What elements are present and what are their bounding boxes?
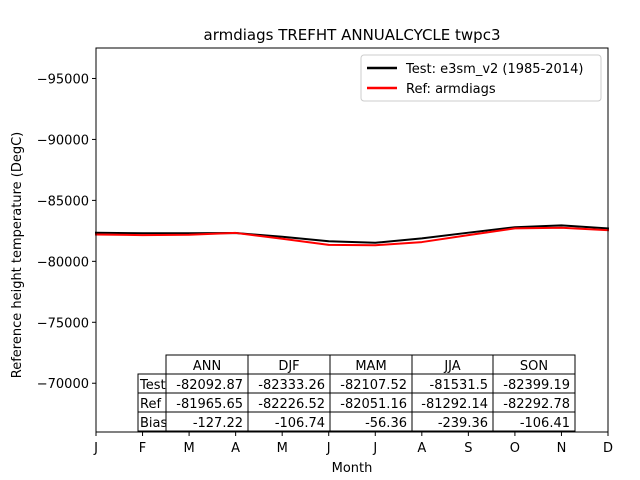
y-tick-label: −85000 bbox=[37, 194, 89, 209]
table-cell: -82399.19 bbox=[503, 378, 570, 393]
y-axis-label: Reference height temperature (DegC) bbox=[10, 132, 25, 379]
x-tick-label: S bbox=[464, 441, 472, 456]
x-tick-label: F bbox=[139, 441, 146, 456]
x-tick-label: J bbox=[372, 441, 377, 456]
table-cell: -82226.52 bbox=[258, 397, 325, 412]
y-tick-label: −70000 bbox=[37, 377, 89, 392]
x-tick-label: J bbox=[93, 441, 98, 456]
x-tick-label: N bbox=[557, 441, 567, 456]
table-row-label: Bias bbox=[140, 416, 167, 431]
x-tick-label: J bbox=[326, 441, 331, 456]
y-tick-label: −80000 bbox=[37, 255, 89, 270]
x-tick-label: O bbox=[510, 441, 520, 456]
x-tick-label: A bbox=[417, 441, 426, 456]
table-cell: -106.74 bbox=[275, 416, 325, 431]
table-cell: -82092.87 bbox=[176, 378, 243, 393]
legend-box bbox=[360, 54, 602, 102]
y-tick-label: −75000 bbox=[37, 316, 89, 331]
table-cell: -127.22 bbox=[193, 416, 243, 431]
table-cell: -82292.78 bbox=[503, 397, 570, 412]
series-lines bbox=[94, 224, 610, 247]
series-line-ref bbox=[94, 226, 610, 247]
table-header-cell: DJF bbox=[278, 359, 299, 374]
table-header-cell: SON bbox=[520, 359, 548, 374]
y-tick-label: −95000 bbox=[37, 72, 89, 87]
table-cell: -81965.65 bbox=[176, 397, 243, 412]
table-cell: -82051.16 bbox=[340, 397, 407, 412]
x-axis-label: Month bbox=[332, 461, 373, 476]
x-tick-label: D bbox=[603, 441, 613, 456]
table-header-cell: ANN bbox=[193, 359, 221, 374]
chart-title: armdiags TREFHT ANNUALCYCLE twpc3 bbox=[204, 26, 501, 44]
x-tick-label: M bbox=[183, 441, 194, 456]
x-tick-label: A bbox=[231, 441, 240, 456]
table-cell: -239.36 bbox=[438, 416, 488, 431]
axis-ticks: J F M A M J J A S O N D−95000−90000−85000−80000−750… bbox=[37, 72, 613, 456]
legend-entry: Ref: armdiags bbox=[406, 82, 496, 97]
table-header-cell: JJA bbox=[443, 359, 460, 374]
table-cell: -82107.52 bbox=[340, 378, 407, 393]
table-row-label: Test bbox=[139, 378, 166, 393]
table-cell: -56.36 bbox=[365, 416, 407, 431]
table-cell-border bbox=[492, 411, 576, 432]
legend-entry: Test: e3sm_v2 (1985-2014) bbox=[405, 62, 583, 77]
table-cell: -81292.14 bbox=[421, 397, 488, 412]
table-cell: -106.41 bbox=[520, 416, 570, 431]
series-line-test bbox=[94, 224, 610, 244]
table-cell: -81531.5 bbox=[430, 378, 488, 393]
y-tick-label: −90000 bbox=[37, 133, 89, 148]
axes-frame bbox=[95, 47, 609, 433]
x-tick-label: M bbox=[277, 441, 288, 456]
table-cell: -82333.26 bbox=[258, 378, 325, 393]
legend: Test: e3sm_v2 (1985-2014) Ref: armdiags bbox=[360, 54, 602, 102]
table-row-label: Ref bbox=[140, 397, 161, 412]
table-header-cell: MAM bbox=[355, 359, 386, 374]
stats-table: ANN DJF MAM JJA SON Test -82092.87 -82333.26 -82… bbox=[137, 354, 576, 432]
